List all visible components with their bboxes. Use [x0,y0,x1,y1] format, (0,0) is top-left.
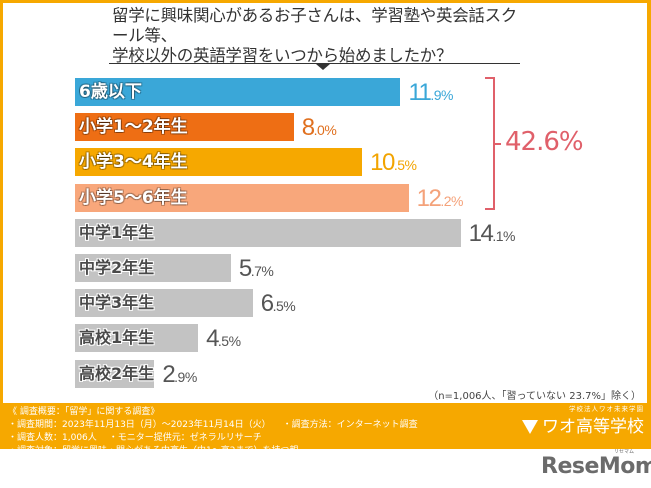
bar-label-5: 中学2年生 [79,258,155,277]
school-branding: 学校法人ワオ未来学園 ワオ高等学校 [512,405,644,438]
value-int: 11 [408,79,431,106]
value-int: 14 [468,219,494,247]
school-name: ワオ高等学校 [542,417,644,437]
value-dec: .7% [250,263,274,279]
value-label-5: 5.7% [238,255,274,286]
value-int: 6 [260,290,274,318]
survey-method: ・調査方法：インターネット調査 [282,420,418,430]
school-logo-icon [522,420,538,434]
school-logo: ワオ高等学校 [512,416,644,438]
resemom-logo-ruby: リセマム [614,449,635,455]
bar-8 [75,359,155,388]
value-dec: .5% [217,333,241,350]
value-int: 4 [206,325,219,353]
survey-summary: 《 調査概要：「留学」に関する調査》 [8,407,160,417]
bar-label-8: 高校2年生 [79,363,155,383]
bar-5 [75,254,231,282]
title-line-2: 学校以外の英語学習をいつから始めましたか？ [112,46,453,65]
bar-label-1: 小学1〜2年生 [79,117,188,138]
down-triangle-icon [316,64,330,70]
sample-note: （n=1,006人、「習っていない 23.7%」除く） [428,391,641,402]
bar-label-0: 6歳以下 [79,82,142,102]
resemom-logo: ReseMom [541,454,651,479]
survey-footer: 《 調査概要：「留学」に関する調査》 ・調査期間：2023年11月13日（月）〜… [8,406,508,458]
value-int: 12 [416,184,442,212]
survey-target: ・調査対象：留学に興味・関心がある中高生（中1〜高2まで）を持つ親 [8,446,299,456]
value-label-8: 2.9% [162,360,197,392]
value-label-6: 6.5% [260,290,296,321]
bar-4 [75,218,461,247]
bracket-tick [495,143,501,145]
value-dec: .9% [174,368,197,385]
value-int: 8 [301,114,315,142]
value-dec: .9% [430,87,453,103]
bar-6 [75,289,253,318]
value-dec: .0% [313,122,337,139]
title-underline [109,63,520,64]
school-corp-name: 学校法人ワオ未来学園 [569,405,644,413]
value-label-4: 14.1% [468,219,516,251]
bar-7 [75,324,199,353]
value-dec: .5% [272,298,296,315]
value-int: 2 [162,360,175,388]
value-label-3: 12.2% [416,184,464,216]
value-dec: .1% [492,227,515,244]
value-label-7: 4.5% [206,325,241,356]
bar-0 [75,78,401,106]
title-line-1: 留学に興味関心があるお子さんは、学習塾や英会話スクール等、 [112,6,518,45]
bar-label-7: 高校1年生 [79,328,155,348]
bracket-annotation [485,77,495,210]
chart-title: 留学に興味関心があるお子さんは、学習塾や英会話スクール等、 学校以外の英語学習を… [112,6,532,66]
bar-1 [75,113,294,142]
survey-provider: ・モニター提供元：ゼネラルリサーチ [108,433,262,443]
total-annotation-label: 42.6% [505,127,584,157]
value-int: 10 [370,149,395,177]
value-dec: .5% [393,157,417,174]
value-int: 5 [238,255,252,282]
bar-label-6: 中学3年生 [79,293,155,313]
value-label-1: 8.0% [301,114,337,145]
bar-label-2: 小学3〜4年生 [79,152,188,173]
value-dec: .2% [440,192,463,209]
survey-count: ・調査人数：1,006人 [8,433,97,443]
bar-label-3: 小学5〜6年生 [79,187,188,208]
value-label-0: 11.9% [408,79,453,110]
survey-period: ・調査期間：2023年11月13日（月）〜2023年11月14日（火） [8,420,271,430]
value-label-2: 10.5% [370,149,417,180]
bar-3 [75,183,409,212]
bar-label-4: 中学1年生 [79,222,155,242]
bar-2 [75,148,363,177]
